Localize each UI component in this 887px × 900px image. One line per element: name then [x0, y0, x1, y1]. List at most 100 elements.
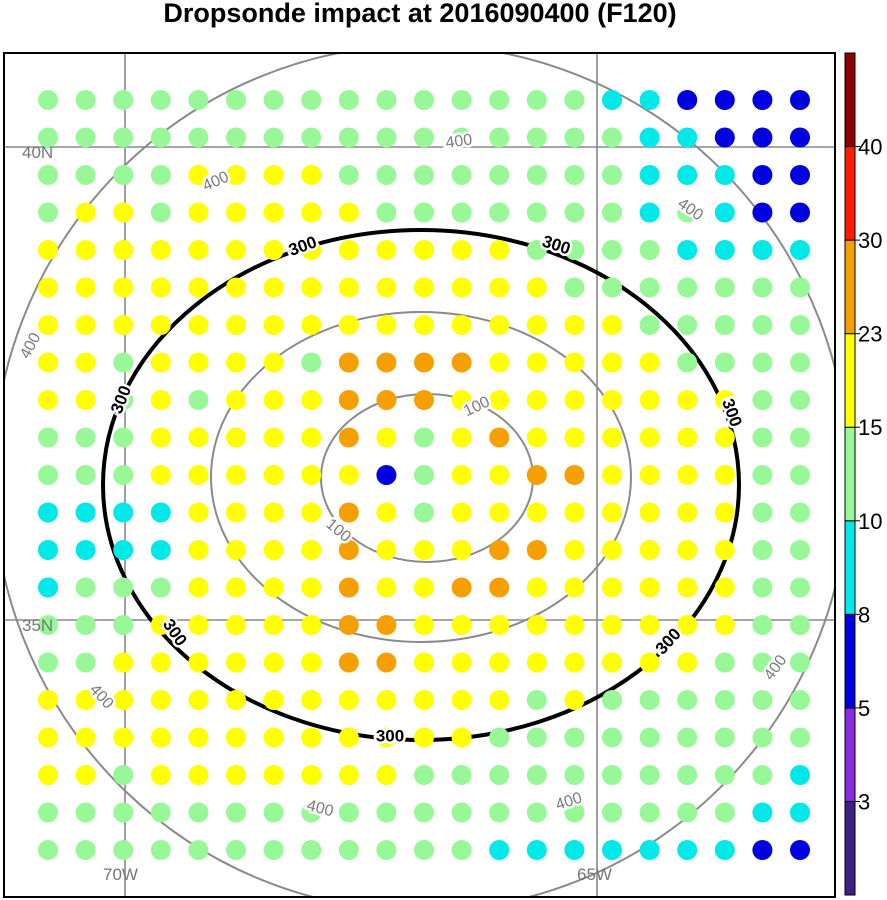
dropsonde-dot	[451, 127, 472, 148]
dropsonde-dot	[564, 840, 585, 860]
dropsonde-dot	[113, 390, 134, 410]
dropsonde-dot	[714, 202, 735, 223]
dropsonde-dot	[263, 652, 284, 673]
dropsonde-dot	[338, 502, 359, 523]
dropsonde-dot	[38, 465, 58, 485]
dropsonde-dot	[226, 765, 246, 785]
dropsonde-dot	[38, 165, 58, 185]
dropsonde-dot	[150, 690, 171, 710]
dropsonde-dot	[677, 202, 698, 223]
dropsonde-dot	[263, 465, 284, 485]
contour-label-300: 300	[107, 383, 135, 416]
dropsonde-dot	[301, 277, 322, 298]
dropsonde-dot	[301, 90, 322, 110]
dropsonde-dot	[414, 840, 434, 860]
dropsonde-dot	[526, 90, 547, 110]
dropsonde-dot	[752, 840, 773, 860]
dropsonde-dot	[38, 690, 58, 710]
dropsonde-dot	[790, 240, 810, 260]
dropsonde-dot	[639, 240, 660, 260]
dropsonde-dot	[226, 427, 246, 448]
dropsonde-dot	[226, 465, 246, 485]
dropsonde-dot	[451, 352, 472, 373]
dropsonde-dot	[226, 165, 246, 185]
dropsonde-dot	[301, 690, 322, 710]
dropsonde-dot	[338, 277, 359, 298]
dropsonde-dot	[790, 202, 810, 223]
dropsonde-dot	[752, 802, 773, 823]
dropsonde-dot	[75, 802, 96, 823]
dropsonde-dot	[564, 502, 585, 523]
dropsonde-dot	[564, 540, 585, 560]
dropsonde-dot	[677, 840, 698, 860]
colorbar: 3 5 8 10 15 23 30 40	[844, 52, 882, 896]
dropsonde-dot	[113, 727, 134, 748]
dropsonde-dot	[639, 727, 660, 748]
dropsonde-dot	[38, 352, 58, 373]
dropsonde-dot	[338, 765, 359, 785]
colorbar-segment	[844, 239, 856, 335]
dropsonde-dot	[75, 652, 96, 673]
dropsonde-dot	[188, 840, 209, 860]
dropsonde-dot	[338, 427, 359, 448]
dropsonde-dot	[338, 90, 359, 110]
dropsonde-dot	[75, 727, 96, 748]
dropsonde-dot	[677, 165, 698, 185]
lon-label-65w: 65W	[577, 865, 612, 884]
dropsonde-dot	[790, 502, 810, 523]
dropsonde-dot	[38, 202, 58, 223]
dropsonde-dot	[677, 352, 698, 373]
dropsonde-dot	[150, 90, 171, 110]
dropsonde-dot	[639, 90, 660, 110]
dropsonde-dot	[752, 90, 773, 110]
dropsonde-dot	[489, 652, 510, 673]
colorbar-label: 3	[858, 789, 870, 814]
dropsonde-dot	[188, 577, 209, 598]
dropsonde-dot	[263, 240, 284, 260]
dropsonde-dot	[639, 690, 660, 710]
dropsonde-dot	[301, 615, 322, 635]
dropsonde-dot	[564, 690, 585, 710]
dropsonde-dot	[677, 127, 698, 148]
dropsonde-dot	[564, 127, 585, 148]
dropsonde-dot	[677, 277, 698, 298]
dropsonde-dot	[639, 577, 660, 598]
dropsonde-dot	[602, 652, 622, 673]
dropsonde-dot	[564, 427, 585, 448]
dropsonde-dot	[75, 90, 96, 110]
dropsonde-dot	[602, 202, 622, 223]
dropsonde-dot	[451, 577, 472, 598]
lat-label-40n: 40N	[22, 143, 53, 162]
dropsonde-dot	[564, 90, 585, 110]
dropsonde-dot	[376, 127, 397, 148]
dropsonde-dot	[414, 90, 434, 110]
dropsonde-dot	[602, 727, 622, 748]
dropsonde-dot	[338, 465, 359, 485]
dropsonde-dot	[113, 165, 134, 185]
dropsonde-dot	[451, 165, 472, 185]
dropsonde-dot	[226, 352, 246, 373]
dropsonde-dot	[489, 90, 510, 110]
dropsonde-dot	[564, 652, 585, 673]
dropsonde-dot	[376, 840, 397, 860]
dropsonde-dot	[338, 165, 359, 185]
dropsonde-dot	[752, 390, 773, 410]
colorbar-label: 8	[858, 602, 870, 627]
dropsonde-dot	[113, 690, 134, 710]
dropsonde-dot	[263, 502, 284, 523]
contour-label-300: 300	[718, 396, 746, 429]
dropsonde-dot	[451, 202, 472, 223]
dropsonde-dot	[414, 202, 434, 223]
dropsonde-dot	[263, 615, 284, 635]
dropsonde-dot	[338, 615, 359, 635]
dropsonde-dot	[752, 202, 773, 223]
dropsonde-dot	[263, 727, 284, 748]
dropsonde-dot	[790, 127, 810, 148]
dropsonde-dot	[639, 315, 660, 335]
dropsonde-dot	[188, 277, 209, 298]
dropsonde-dot	[451, 465, 472, 485]
dropsonde-dot	[376, 652, 397, 673]
dropsonde-dot	[451, 615, 472, 635]
dropsonde-dot	[188, 202, 209, 223]
colorbar-segment	[844, 613, 856, 709]
